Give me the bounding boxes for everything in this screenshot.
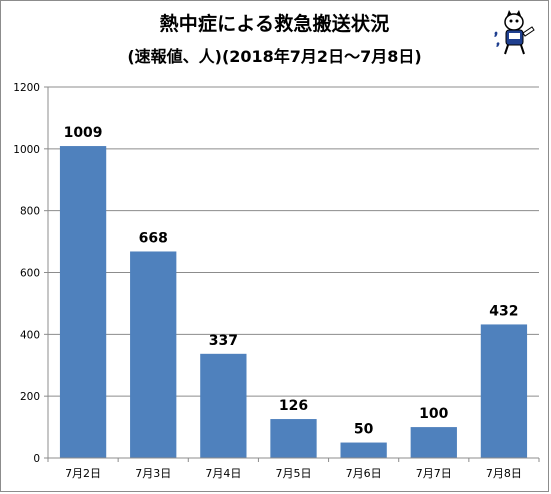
bar — [340, 442, 387, 458]
chart-subtitle: (速報値、人)(2018年7月2日〜7月8日) — [127, 47, 422, 66]
y-tick-label: 1000 — [13, 144, 40, 156]
x-tick-label: 7月4日 — [205, 467, 241, 480]
gridlines — [48, 86, 539, 397]
y-tick-label: 0 — [33, 453, 40, 465]
y-tick-label: 400 — [20, 329, 40, 341]
mascot-logo-icon — [494, 10, 535, 55]
bars — [59, 146, 528, 458]
x-tick-label: 7月3日 — [135, 467, 171, 480]
bar — [480, 324, 528, 458]
bar — [270, 419, 317, 458]
bar — [200, 353, 247, 458]
y-tick-label: 200 — [20, 391, 40, 403]
data-label: 100 — [419, 406, 448, 422]
bar — [59, 146, 107, 458]
x-tick-label: 7月8日 — [486, 467, 522, 480]
data-label: 126 — [279, 398, 308, 414]
y-tick-label: 600 — [20, 268, 40, 280]
x-tick-label: 7月5日 — [276, 467, 312, 480]
bar — [130, 251, 177, 458]
axes: 0 200 400 600 800 1000 1200 7月2日 7月3日 7月4日 7月5日 7月6… — [13, 82, 540, 480]
chart-title: 熱中症による救急搬送状況 — [159, 13, 390, 35]
y-tick-label: 1200 — [13, 82, 40, 94]
x-tick-label: 7月7日 — [416, 467, 452, 480]
x-tick-label: 7月2日 — [65, 467, 101, 480]
data-label: 337 — [209, 333, 238, 349]
data-label: 50 — [354, 422, 374, 438]
x-tick-label: 7月6日 — [346, 467, 382, 480]
data-label: 668 — [139, 230, 168, 246]
y-tick-label: 800 — [20, 206, 40, 218]
data-labels: 1009 668 337 126 50 100 432 — [64, 125, 519, 437]
data-label: 1009 — [64, 125, 103, 141]
bar — [410, 427, 457, 458]
data-label: 432 — [489, 303, 518, 319]
